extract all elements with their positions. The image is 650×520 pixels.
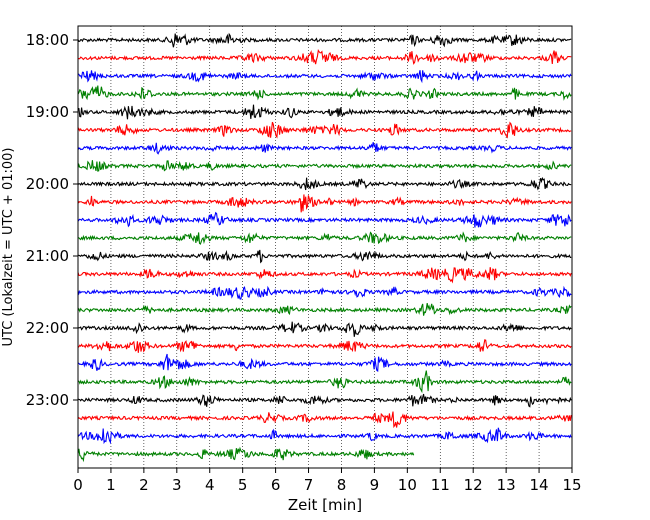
plot-frame	[77, 25, 573, 469]
trace-23:45	[77, 446, 415, 463]
trace-20:30	[77, 211, 572, 228]
y-tick-label: 18:00	[26, 31, 69, 49]
x-tick-label: 0	[73, 476, 83, 494]
x-tick-label: 9	[370, 476, 380, 494]
x-tick-label: 2	[139, 476, 149, 494]
trace-19:15	[77, 121, 572, 139]
x-tick-label: 7	[304, 476, 314, 494]
trace-layer	[77, 32, 572, 463]
trace-20:45	[77, 231, 572, 245]
y-axis: 18:00 19:00 20:00 21:00 22:00 23:00	[26, 31, 78, 409]
trace-23:15	[77, 411, 572, 429]
y-axis-label: UTC (Lokalzeit = UTC + 01:00)	[1, 148, 16, 347]
x-tick-label: 13	[497, 476, 516, 494]
trace-19:30	[77, 142, 572, 155]
x-tick-label: 4	[205, 476, 215, 494]
trace-23:00	[77, 393, 572, 408]
trace-21:45	[77, 302, 572, 316]
y-tick-label: 21:00	[26, 247, 69, 265]
y-tick-label: 19:00	[26, 103, 69, 121]
trace-22:15	[77, 339, 572, 353]
trace-23:30	[77, 427, 572, 445]
trace-19:00	[77, 104, 572, 120]
trace-18:00	[77, 32, 572, 48]
trace-18:15	[77, 49, 572, 65]
x-axis: 0 1 2 3 4 5 6 7 8 9 10 11 12 13 14 15	[73, 468, 582, 494]
x-tick-label: 10	[398, 476, 417, 494]
y-tick-label: 23:00	[26, 391, 69, 409]
x-tick-label: 5	[238, 476, 248, 494]
trace-21:00	[77, 249, 572, 264]
x-tick-label: 1	[106, 476, 116, 494]
trace-22:00	[77, 321, 572, 337]
trace-22:45	[77, 370, 572, 394]
trace-21:15	[77, 267, 572, 284]
trace-20:00	[77, 176, 572, 191]
y-tick-label: 20:00	[26, 175, 69, 193]
trace-18:45	[77, 85, 572, 101]
trace-18:30	[77, 70, 572, 84]
x-tick-label: 15	[562, 476, 581, 494]
x-tick-label: 3	[172, 476, 182, 494]
trace-19:45	[77, 160, 572, 172]
y-tick-label: 22:00	[26, 319, 69, 337]
x-tick-label: 12	[464, 476, 483, 494]
x-tick-label: 11	[431, 476, 450, 494]
x-tick-label: 8	[337, 476, 347, 494]
x-axis-label: Zeit [min]	[288, 496, 362, 514]
x-tick-label: 14	[530, 476, 549, 494]
trace-22:30	[77, 353, 572, 373]
trace-20:15	[77, 194, 572, 213]
trace-21:30	[77, 285, 572, 300]
x-tick-label: 6	[271, 476, 281, 494]
